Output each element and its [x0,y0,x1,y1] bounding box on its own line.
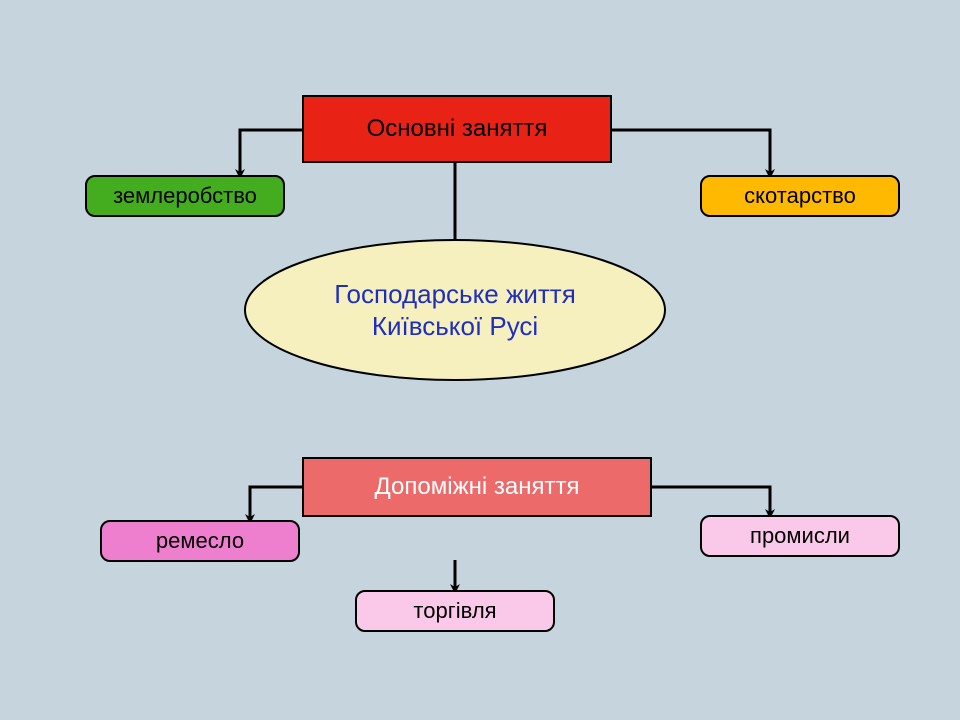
node-cattle-breeding: скотарство [700,175,900,217]
node-trade-label: торгівля [413,598,496,624]
node-industries-label: промисли [750,523,850,549]
node-main-activities: Основні заняття [302,95,612,163]
node-industries: промисли [700,515,900,557]
node-agriculture: землеробство [85,175,285,217]
node-main-activities-label: Основні заняття [367,115,548,143]
node-trade: торгівля [355,590,555,632]
node-center-title: Господарське життя Київської Русі [245,240,665,380]
node-auxiliary-activities: Допоміжні заняття [302,457,652,517]
node-auxiliary-activities-label: Допоміжні заняття [375,473,580,501]
node-agriculture-label: землеробство [113,183,257,209]
node-crafts-label: ремесло [156,528,244,554]
node-cattle-breeding-label: скотарство [744,183,856,209]
node-center-title-label: Господарське життя Київської Русі [334,278,576,343]
node-crafts: ремесло [100,520,300,562]
